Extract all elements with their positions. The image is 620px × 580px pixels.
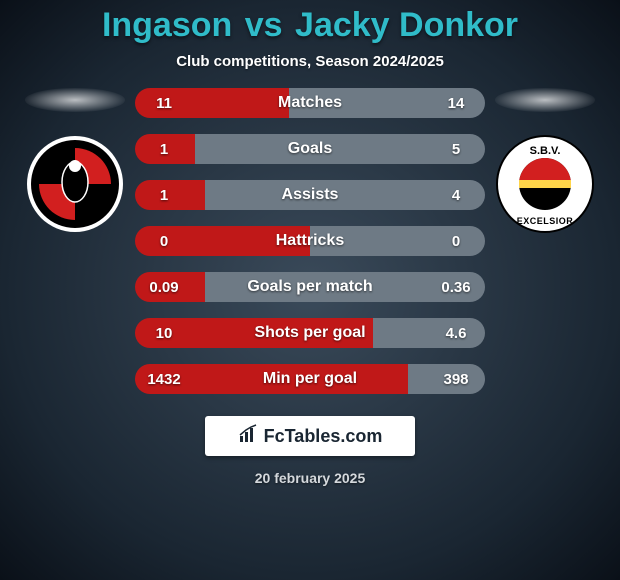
stat-label: Shots per goal [193, 324, 427, 342]
stat-value-right: 5 [427, 141, 485, 158]
stat-value-right: 4 [427, 187, 485, 204]
stat-value-right: 4.6 [427, 325, 485, 342]
stat-row: 1432Min per goal398 [135, 364, 485, 394]
date-line: 20 february 2025 [0, 470, 620, 486]
stat-label: Hattricks [193, 232, 427, 250]
stat-value-right: 398 [427, 371, 485, 388]
stat-row: 10Shots per goal4.6 [135, 318, 485, 348]
stat-label: Matches [193, 94, 427, 112]
fctables-text: FcTables.com [264, 426, 383, 447]
stat-label: Assists [193, 186, 427, 204]
title-player2: Jacky Donkor [295, 6, 518, 45]
right-badge-col: S.B.V. EXCELSIOR [485, 88, 605, 234]
stat-row: 0Hattricks0 [135, 226, 485, 256]
stat-label: Goals [193, 140, 427, 158]
svg-text:EXCELSIOR: EXCELSIOR [517, 216, 574, 226]
stat-value-left: 10 [135, 325, 193, 342]
helmond-sport-badge [25, 134, 125, 234]
stat-row: 0.09Goals per match0.36 [135, 272, 485, 302]
stat-value-left: 0.09 [135, 279, 193, 296]
stat-value-right: 0.36 [427, 279, 485, 296]
title-vs: vs [245, 6, 283, 45]
stat-value-right: 14 [427, 95, 485, 112]
stat-label: Goals per match [193, 278, 427, 296]
stat-value-left: 1 [135, 187, 193, 204]
chart-icon [238, 424, 258, 449]
stat-value-left: 1432 [135, 371, 193, 388]
fctables-logo: FcTables.com [205, 416, 415, 456]
excelsior-badge: S.B.V. EXCELSIOR [495, 134, 595, 234]
title-container: Ingason vs Jacky Donkor [0, 0, 620, 45]
stat-row: 1Goals5 [135, 134, 485, 164]
stat-value-right: 0 [427, 233, 485, 250]
stats-column: 11Matches141Goals51Assists40Hattricks00.… [135, 88, 485, 394]
left-badge-col [15, 88, 135, 234]
stat-value-left: 11 [135, 95, 193, 112]
subtitle: Club competitions, Season 2024/2025 [0, 53, 620, 70]
player-silhouette-shadow-right [495, 88, 595, 112]
stat-row: 11Matches14 [135, 88, 485, 118]
stat-label: Min per goal [193, 370, 427, 388]
stat-value-left: 0 [135, 233, 193, 250]
player-silhouette-shadow-left [25, 88, 125, 112]
stat-row: 1Assists4 [135, 180, 485, 210]
content-row: 11Matches141Goals51Assists40Hattricks00.… [0, 88, 620, 394]
title-player1: Ingason [102, 6, 232, 45]
stat-value-left: 1 [135, 141, 193, 158]
svg-text:S.B.V.: S.B.V. [530, 145, 561, 157]
